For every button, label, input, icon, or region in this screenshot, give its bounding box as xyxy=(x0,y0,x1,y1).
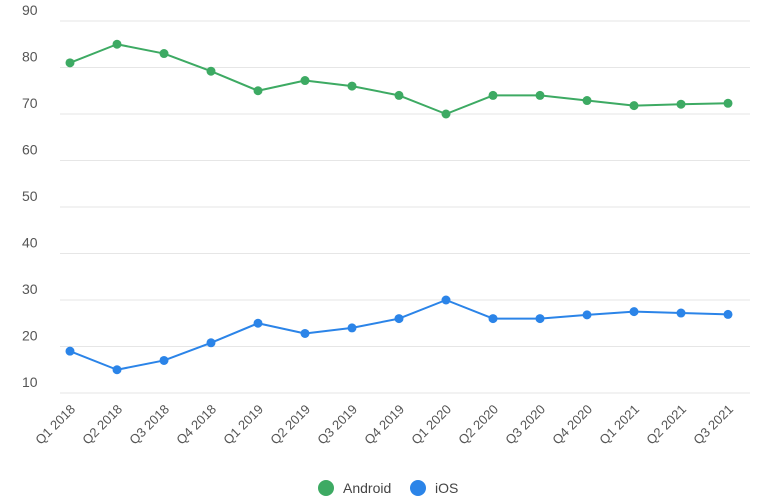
data-point-ios[interactable] xyxy=(488,314,498,324)
legend: Android iOS xyxy=(318,480,458,496)
data-point-android[interactable] xyxy=(300,76,310,86)
data-point-ios[interactable] xyxy=(159,355,169,365)
y-axis-tick-labels: 10 20 30 40 50 60 70 80 90 xyxy=(22,2,38,390)
x-tick-label: Q1 2021 xyxy=(596,402,642,448)
x-tick-label: Q4 2019 xyxy=(361,402,407,448)
x-tick-label: Q4 2018 xyxy=(173,402,219,448)
data-point-ios[interactable] xyxy=(253,318,263,328)
data-point-ios[interactable] xyxy=(582,310,592,320)
data-point-ios[interactable] xyxy=(535,314,545,324)
series-lines xyxy=(65,39,733,375)
x-tick-label: Q3 2021 xyxy=(690,402,736,448)
x-tick-label: Q1 2020 xyxy=(408,402,454,448)
legend-label-ios: iOS xyxy=(435,480,458,496)
data-point-android[interactable] xyxy=(629,101,639,111)
data-point-android[interactable] xyxy=(65,58,75,68)
data-point-android[interactable] xyxy=(488,90,498,100)
x-tick-label: Q4 2020 xyxy=(549,402,595,448)
x-tick-label: Q3 2018 xyxy=(126,402,172,448)
gridlines xyxy=(60,20,750,394)
y-tick-label: 60 xyxy=(22,142,38,158)
data-point-ios[interactable] xyxy=(65,346,75,356)
legend-item-android[interactable]: Android xyxy=(318,480,391,496)
x-tick-label: Q3 2019 xyxy=(314,402,360,448)
legend-marker-ios xyxy=(410,480,426,496)
series-android xyxy=(65,39,733,119)
data-point-android[interactable] xyxy=(394,90,404,100)
series-line-android xyxy=(69,43,729,115)
data-point-android[interactable] xyxy=(347,81,357,91)
data-point-android[interactable] xyxy=(441,109,451,119)
x-axis-tick-labels: Q1 2018 Q2 2018 Q3 2018 Q4 2018 Q1 2019 Q2 20… xyxy=(32,402,736,448)
series-line-ios xyxy=(69,299,729,371)
y-tick-label: 80 xyxy=(22,49,38,65)
data-point-ios[interactable] xyxy=(723,309,733,319)
y-tick-label: 20 xyxy=(22,328,38,344)
data-point-ios[interactable] xyxy=(206,338,216,348)
data-point-ios[interactable] xyxy=(300,328,310,338)
data-point-ios[interactable] xyxy=(394,314,404,324)
data-point-ios[interactable] xyxy=(676,308,686,318)
data-point-android[interactable] xyxy=(723,98,733,108)
x-tick-label: Q1 2019 xyxy=(220,402,266,448)
data-point-android[interactable] xyxy=(206,66,216,76)
legend-marker-android xyxy=(318,480,334,496)
data-point-android[interactable] xyxy=(253,86,263,96)
data-point-android[interactable] xyxy=(159,49,169,59)
x-tick-label: Q2 2019 xyxy=(267,402,313,448)
legend-label-android: Android xyxy=(343,480,391,496)
x-tick-label: Q2 2018 xyxy=(79,402,125,448)
legend-item-ios[interactable]: iOS xyxy=(410,480,458,496)
data-point-android[interactable] xyxy=(676,99,686,109)
x-tick-label: Q2 2020 xyxy=(455,402,501,448)
x-tick-label: Q1 2018 xyxy=(32,402,78,448)
data-point-android[interactable] xyxy=(112,39,122,49)
y-tick-label: 50 xyxy=(22,188,38,204)
y-tick-label: 40 xyxy=(22,235,38,251)
data-point-ios[interactable] xyxy=(441,295,451,305)
x-tick-label: Q3 2020 xyxy=(502,402,548,448)
series-ios xyxy=(65,295,733,375)
data-point-ios[interactable] xyxy=(629,307,639,317)
x-tick-label: Q2 2021 xyxy=(643,402,689,448)
y-tick-label: 70 xyxy=(22,95,38,111)
y-tick-label: 90 xyxy=(22,2,38,18)
data-point-android[interactable] xyxy=(582,96,592,106)
y-tick-label: 10 xyxy=(22,374,38,390)
data-point-android[interactable] xyxy=(535,90,545,100)
data-point-ios[interactable] xyxy=(112,365,122,375)
data-point-ios[interactable] xyxy=(347,323,357,333)
y-tick-label: 30 xyxy=(22,281,38,297)
